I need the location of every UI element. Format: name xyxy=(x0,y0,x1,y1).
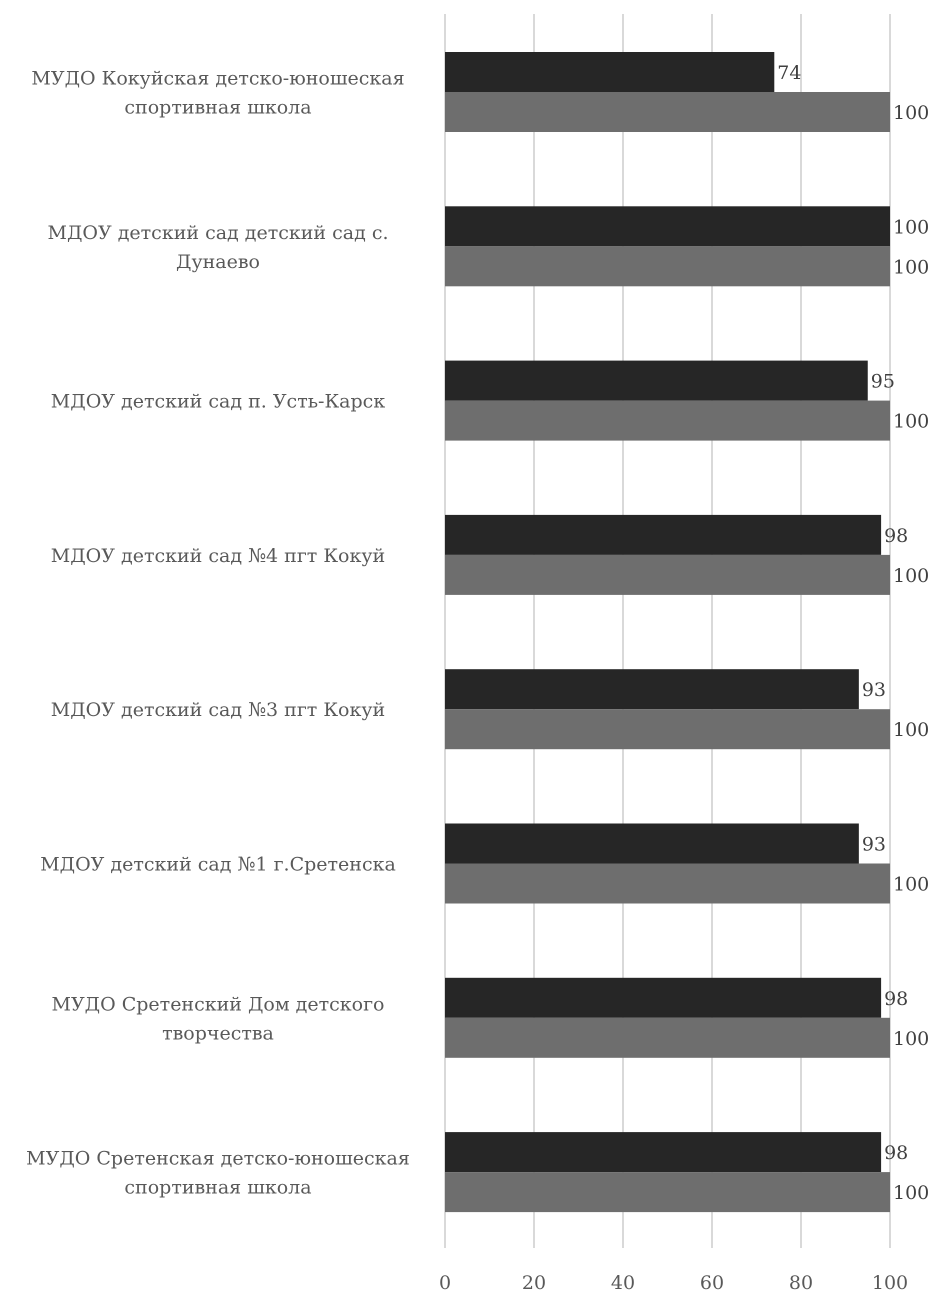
category-labels: МУДО Кокуйская детско-юношеская спортивна… xyxy=(26,68,410,1199)
category-label-line: Дунаево xyxy=(176,251,260,273)
category-label-line: МДОУ детский сад №4 пгт Кокуй xyxy=(51,545,385,567)
data-label: 98 xyxy=(884,525,908,547)
data-label: 100 xyxy=(893,719,929,741)
bar xyxy=(445,1132,882,1173)
data-label: 100 xyxy=(893,102,929,124)
bar xyxy=(445,977,882,1018)
category-label-line: творчества xyxy=(162,1022,274,1044)
data-label: 95 xyxy=(871,371,895,393)
data-label: 100 xyxy=(893,256,929,278)
x-tick-label: 60 xyxy=(700,1272,724,1291)
data-label: 98 xyxy=(884,988,908,1010)
category-label-line: МДОУ детский сад детский сад с. xyxy=(47,222,388,244)
data-label: 100 xyxy=(893,216,929,238)
data-label: 93 xyxy=(862,834,886,856)
data-label: 100 xyxy=(893,874,929,896)
gridlines xyxy=(444,14,891,1248)
data-label: 100 xyxy=(893,1028,929,1050)
category-label-line: спортивная школа xyxy=(124,1177,311,1199)
bars xyxy=(445,52,890,1213)
category-label: МДОУ детский сад №1 г.Сретенска xyxy=(40,854,396,876)
data-label: 100 xyxy=(893,411,929,433)
data-label: 98 xyxy=(884,1142,908,1164)
bar xyxy=(445,823,859,864)
x-tick-label: 100 xyxy=(872,1272,908,1291)
x-tick-label: 0 xyxy=(439,1272,451,1291)
bar xyxy=(445,514,882,555)
data-label: 74 xyxy=(777,62,801,84)
data-label: 100 xyxy=(893,565,929,587)
category-label-line: МУДО Сретенская детско-юношеская xyxy=(26,1148,410,1170)
category-label: МДОУ детский сад п. Усть-Карск xyxy=(51,391,386,413)
category-label: МДОУ детский сад №3 пгт Кокуй xyxy=(51,699,385,721)
category-label-line: МДОУ детский сад №3 пгт Кокуй xyxy=(51,699,385,721)
bar xyxy=(445,863,890,904)
data-labels: 74 100 100 100 95 100 98 100 93 100 93 100 98 100 98 10… xyxy=(777,62,929,1204)
data-label: 93 xyxy=(862,679,886,701)
category-label: МДОУ детский сад детский сад с. Дунаево xyxy=(47,222,388,273)
bar xyxy=(445,360,868,401)
x-tick-label: 80 xyxy=(789,1272,813,1291)
x-tick-label: 40 xyxy=(611,1272,635,1291)
category-label: МУДО Сретенская детско-юношеская спортивн… xyxy=(26,1148,410,1199)
data-label: 100 xyxy=(893,1182,929,1204)
bar xyxy=(445,1017,890,1058)
category-label-line: МУДО Кокуйская детско-юношеская xyxy=(31,68,404,90)
x-tick-label: 20 xyxy=(522,1272,546,1291)
bar xyxy=(445,246,890,287)
bar xyxy=(445,206,890,247)
category-label: МУДО Кокуйская детско-юношеская спортивна… xyxy=(31,68,404,119)
category-label-line: МДОУ детский сад №1 г.Сретенска xyxy=(40,854,396,876)
category-label-line: спортивная школа xyxy=(124,97,311,119)
bar xyxy=(445,400,890,441)
category-label-line: МУДО Сретенский Дом детского xyxy=(51,993,384,1015)
bar xyxy=(445,1172,890,1213)
category-label-line: МДОУ детский сад п. Усть-Карск xyxy=(51,391,386,413)
bar xyxy=(445,669,859,710)
category-label: МДОУ детский сад №4 пгт Кокуй xyxy=(51,545,385,567)
bar xyxy=(445,709,890,750)
bar xyxy=(445,92,890,132)
category-label: МУДО Сретенский Дом детского творчества xyxy=(51,993,384,1044)
bar xyxy=(445,554,890,595)
x-axis-ticks: 0 20 40 60 80 100 xyxy=(439,1272,908,1291)
bar xyxy=(445,52,775,92)
